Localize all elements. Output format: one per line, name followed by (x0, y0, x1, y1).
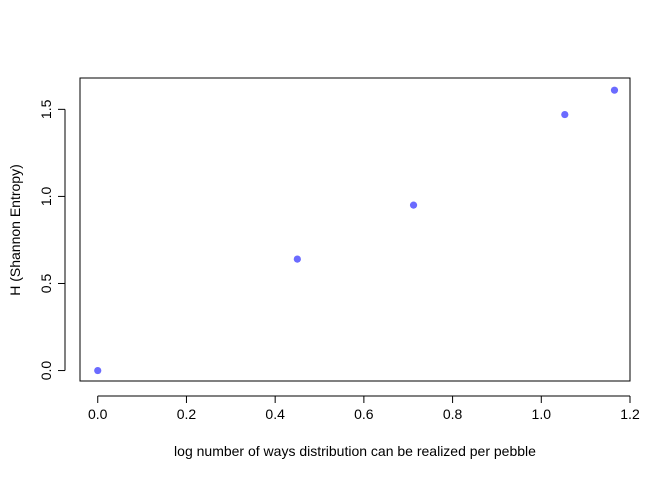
y-tick-label: 0.5 (38, 274, 54, 294)
x-tick-label: 0.8 (443, 406, 463, 422)
y-tick-label: 0.0 (38, 361, 54, 381)
data-point (610, 86, 619, 94)
data-point (293, 255, 301, 263)
y-axis: 0.0 0.5 1.0 1.5 (38, 99, 66, 381)
y-tick-label: 1.0 (38, 186, 54, 206)
y-tick-label: 1.5 (38, 99, 54, 119)
data-point (561, 110, 569, 119)
x-axis: 0.0 0.2 0.4 0.6 0.8 1.0 1.2 (88, 395, 640, 422)
x-tick-label: 0.6 (354, 406, 374, 422)
x-tick-label: 1.0 (532, 406, 552, 422)
data-points (94, 86, 619, 375)
x-tick-label: 0.2 (177, 406, 197, 422)
x-tick-label: 0.4 (265, 406, 285, 422)
x-axis-title: log number of ways distribution can be r… (174, 443, 536, 459)
x-tick-label: 1.2 (620, 406, 640, 422)
data-point (94, 366, 102, 375)
plot-area-frame (79, 77, 631, 382)
y-axis-title: H (Shannon Entropy) (7, 164, 23, 296)
x-tick-label: 0.0 (88, 406, 108, 422)
data-point (409, 201, 418, 209)
